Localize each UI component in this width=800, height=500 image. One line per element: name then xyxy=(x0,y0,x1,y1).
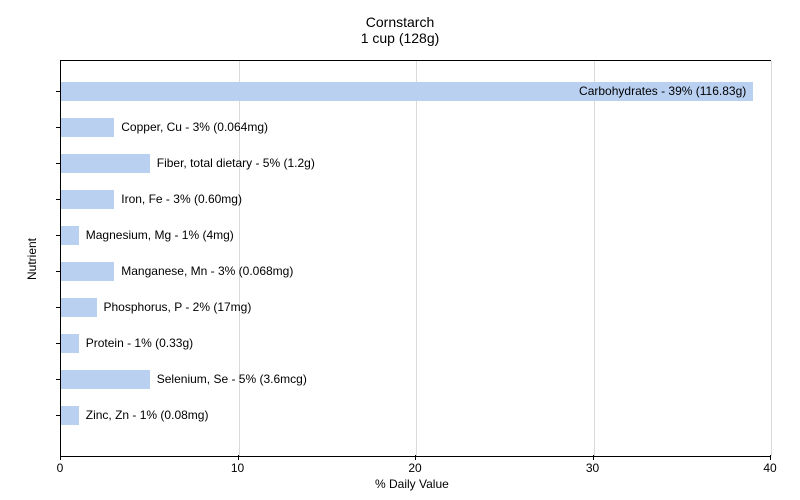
y-tick xyxy=(56,271,61,272)
y-tick xyxy=(56,91,61,92)
bar xyxy=(61,190,114,209)
bar-label: Zinc, Zn - 1% (0.08mg) xyxy=(86,408,209,422)
bar-label: Fiber, total dietary - 5% (1.2g) xyxy=(157,156,315,170)
bar xyxy=(61,118,114,137)
y-tick xyxy=(56,415,61,416)
x-tick xyxy=(593,455,594,460)
x-tick-label: 30 xyxy=(586,461,599,475)
gridline xyxy=(416,61,417,456)
gridline xyxy=(771,61,772,456)
x-tick-label: 10 xyxy=(231,461,244,475)
bar-label: Carbohydrates - 39% (116.83g) xyxy=(579,84,746,98)
bar-label: Selenium, Se - 5% (3.6mcg) xyxy=(157,372,307,386)
bar-label: Manganese, Mn - 3% (0.068mg) xyxy=(121,264,293,278)
x-axis-label: % Daily Value xyxy=(375,477,449,491)
bar xyxy=(61,370,150,389)
bar-label: Magnesium, Mg - 1% (4mg) xyxy=(86,228,234,242)
x-tick xyxy=(415,455,416,460)
x-tick xyxy=(770,455,771,460)
gridline xyxy=(594,61,595,456)
bar-label: Protein - 1% (0.33g) xyxy=(86,336,193,350)
chart-title: Cornstarch 1 cup (128g) xyxy=(0,14,800,46)
x-tick-label: 0 xyxy=(57,461,64,475)
y-tick xyxy=(56,163,61,164)
title-line-2: 1 cup (128g) xyxy=(0,30,800,46)
y-tick xyxy=(56,199,61,200)
plot-area: Carbohydrates - 39% (116.83g) Copper, Cu … xyxy=(60,60,771,457)
y-tick xyxy=(56,307,61,308)
y-tick xyxy=(56,379,61,380)
x-tick xyxy=(238,455,239,460)
bar xyxy=(61,406,79,425)
bar-label: Copper, Cu - 3% (0.064mg) xyxy=(121,120,268,134)
y-tick xyxy=(56,127,61,128)
title-line-1: Cornstarch xyxy=(0,14,800,30)
y-tick xyxy=(56,343,61,344)
bar xyxy=(61,334,79,353)
bar xyxy=(61,226,79,245)
bar xyxy=(61,298,97,317)
x-tick-label: 40 xyxy=(763,461,776,475)
x-tick xyxy=(60,455,61,460)
bar-label: Iron, Fe - 3% (0.60mg) xyxy=(121,192,242,206)
x-tick-label: 20 xyxy=(408,461,421,475)
y-axis-label: Nutrient xyxy=(25,237,39,279)
bar xyxy=(61,262,114,281)
bar-label: Phosphorus, P - 2% (17mg) xyxy=(104,300,252,314)
y-tick xyxy=(56,235,61,236)
bar xyxy=(61,154,150,173)
nutrition-chart: Cornstarch 1 cup (128g) Carbohydrates - … xyxy=(0,0,800,500)
